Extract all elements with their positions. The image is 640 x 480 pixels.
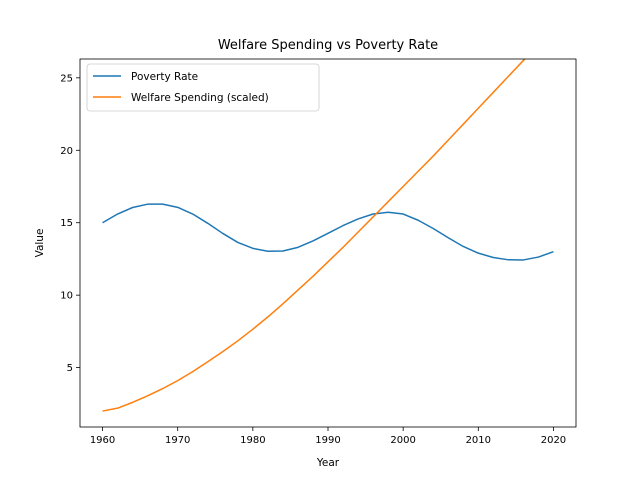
y-tick-label: 25 [60, 73, 73, 84]
legend: Poverty Rate Welfare Spending (scaled) [86, 63, 320, 112]
y-axis: 5 10 15 20 25 [60, 73, 80, 374]
chart-title: Welfare Spending vs Poverty Rate [218, 38, 438, 53]
x-tick-label: 2010 [466, 435, 491, 446]
plot-frame [79, 58, 577, 428]
series-line-welfare-spending-scaled [102, 59, 526, 412]
x-tick-label: 1960 [90, 435, 115, 446]
x-tick-label: 1970 [165, 435, 190, 446]
y-tick-label: 5 [67, 363, 73, 374]
legend-label-poverty-rate: Poverty Rate [131, 71, 198, 83]
x-axis-label: Year [316, 457, 340, 469]
y-tick-label: 20 [60, 146, 73, 157]
x-tick-label: 1980 [240, 435, 265, 446]
x-tick-label: 2000 [390, 435, 415, 446]
x-tick-label: 1990 [315, 435, 340, 446]
series-line-poverty-rate [102, 203, 554, 261]
series-layer [102, 59, 554, 412]
legend-label-welfare-spending: Welfare Spending (scaled) [131, 92, 269, 104]
x-tick-label: 2020 [541, 435, 566, 446]
y-tick-label: 10 [60, 291, 73, 302]
legend-box [86, 63, 320, 112]
y-axis-label: Value [34, 229, 46, 258]
x-axis: 1960 1970 1980 1990 2000 2010 2020 [90, 427, 566, 446]
y-tick-label: 15 [60, 218, 73, 229]
